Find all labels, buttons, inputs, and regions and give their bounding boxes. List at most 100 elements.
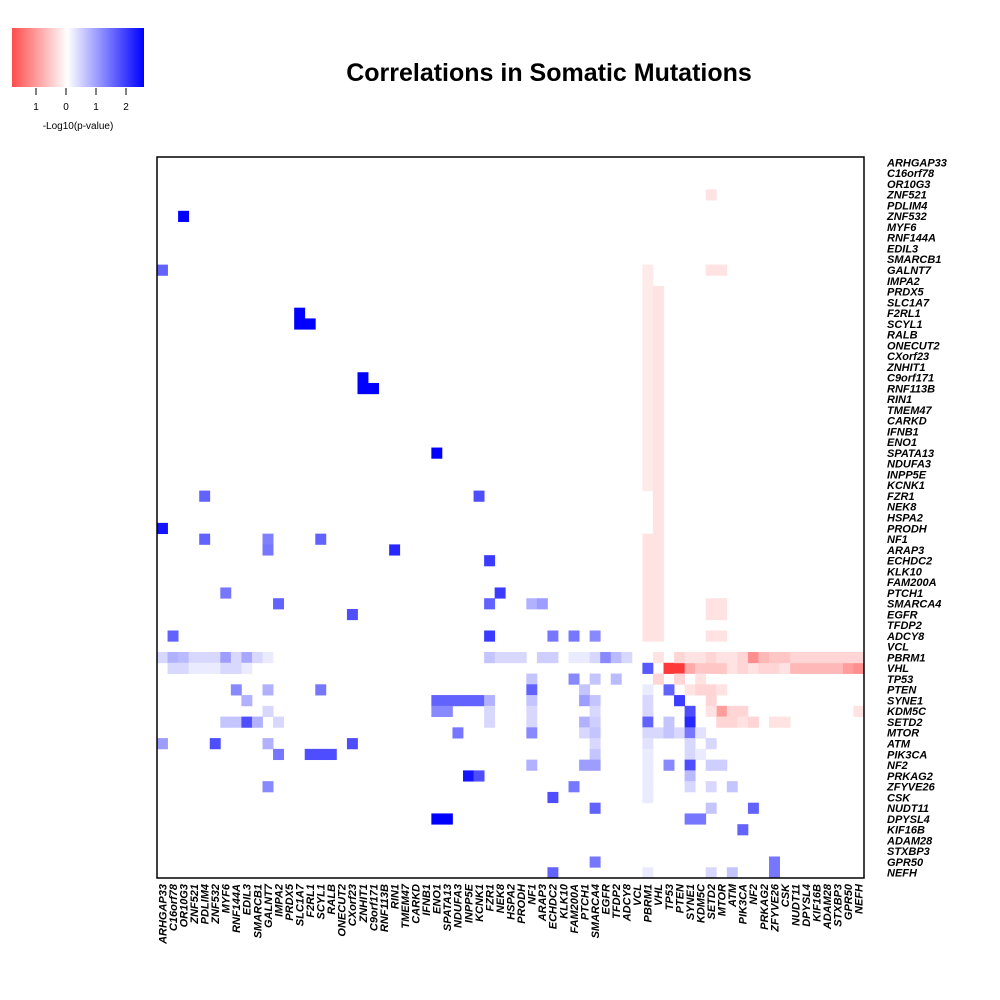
heatmap-cell (431, 813, 443, 825)
heatmap-cell (642, 275, 654, 287)
heatmap-cell (188, 662, 200, 674)
heatmap-cell (346, 608, 358, 621)
heatmap-cell (463, 695, 474, 707)
heatmap-cell (842, 662, 854, 674)
heatmap-cell (589, 759, 601, 771)
heatmap-cell (642, 716, 654, 728)
row-label: ZNF521 (886, 190, 927, 202)
heatmap-cell (579, 727, 591, 739)
heatmap-cell (684, 781, 696, 793)
heatmap-cell (484, 695, 496, 707)
heatmap-cell (652, 619, 664, 631)
row-label: SYNE1 (887, 695, 923, 707)
row-label: FZR1 (887, 491, 915, 503)
heatmap-cell (536, 598, 548, 610)
heatmap-cell (642, 630, 654, 642)
heatmap-cell (695, 673, 707, 685)
heatmap-cell (705, 189, 717, 201)
heatmap-cell (726, 867, 738, 879)
heatmap-cell (642, 576, 654, 588)
row-label: ADAM28 (886, 835, 933, 847)
heatmap-cell (747, 652, 759, 664)
heatmap-cell (251, 652, 263, 664)
row-label: IFNB1 (887, 426, 919, 438)
heatmap-cell (705, 598, 717, 610)
heatmap-cell (600, 652, 612, 664)
heatmap-cell (652, 576, 664, 588)
heatmap-cell (674, 695, 686, 707)
heatmap-cell (652, 339, 664, 352)
row-label: SMARCB1 (887, 254, 941, 266)
row-label: KDM5C (887, 706, 927, 718)
column-label: KCNK1 (474, 884, 486, 922)
row-label: CSK (887, 792, 911, 804)
heatmap-cell (652, 479, 664, 491)
column-label: ADAM28 (822, 883, 834, 930)
heatmap-cell (642, 598, 654, 610)
column-label: TP53 (664, 884, 676, 910)
heatmap-cell (441, 695, 453, 707)
heatmap-cell (779, 716, 791, 728)
heatmap-cell (705, 608, 717, 621)
column-label: C9orf171 (368, 884, 380, 931)
heatmap-cell (842, 652, 854, 664)
heatmap-cell (178, 662, 190, 674)
column-label: GPR50 (843, 883, 855, 920)
row-label: NEFH (887, 868, 918, 880)
heatmap-cell (589, 716, 601, 728)
heatmap-cell (642, 393, 654, 405)
heatmap-cell (209, 662, 221, 674)
heatmap-cell (463, 770, 474, 782)
heatmap-cell (642, 738, 654, 750)
row-label: F2RL1 (887, 308, 921, 320)
heatmap-cell (199, 652, 211, 664)
heatmap-cell (674, 673, 686, 685)
heatmap-cell (716, 716, 728, 728)
heatmap-cell (579, 695, 591, 707)
heatmap-cell (431, 705, 443, 717)
heatmap-cell (262, 544, 274, 556)
heatmap-cell (230, 662, 242, 674)
column-label: PIK3CA (738, 884, 750, 924)
heatmap-cell (652, 307, 664, 319)
heatmap-cell (209, 738, 221, 750)
heatmap-cell (695, 652, 707, 664)
row-label: VHL (887, 663, 909, 675)
heatmap-cell (800, 662, 812, 674)
heatmap-cell (241, 695, 253, 707)
column-label: PRODH (516, 883, 528, 924)
heatmap-cell (273, 748, 285, 761)
heatmap-cell (294, 307, 306, 319)
column-label: IFNB1 (421, 884, 433, 916)
column-label: ENO1 (432, 884, 444, 914)
column-label: NF2 (748, 884, 760, 905)
row-label: PRDX5 (887, 287, 925, 299)
heatmap-cell (262, 738, 274, 750)
heatmap-cell (769, 856, 780, 868)
heatmap-cell (220, 652, 232, 664)
heatmap-cell (568, 781, 580, 793)
column-label: PRDX5 (284, 883, 296, 921)
heatmap-cell (769, 867, 780, 879)
heatmap-cell (642, 264, 654, 276)
heatmap-cell (832, 662, 844, 674)
heatmap-cell (790, 662, 802, 674)
heatmap-cell (652, 361, 664, 373)
row-label: RIN1 (887, 394, 912, 406)
heatmap-cell (251, 716, 263, 728)
heatmap-cell (705, 867, 717, 879)
heatmap-cell (178, 210, 190, 222)
heatmap-cell (705, 695, 717, 707)
row-label: NF1 (887, 534, 908, 546)
heatmap-cell (241, 662, 253, 674)
heatmap-cell (652, 555, 664, 567)
row-label: GALNT7 (887, 265, 932, 277)
heatmap-cell (642, 415, 654, 427)
heatmap-cell (642, 339, 654, 352)
column-label: SETD2 (706, 884, 718, 919)
heatmap-cell (157, 522, 168, 535)
heatmap-cell (199, 533, 211, 545)
heatmap-cell (589, 652, 601, 664)
column-label: GALNT7 (263, 883, 275, 928)
heatmap-cell (652, 533, 664, 545)
